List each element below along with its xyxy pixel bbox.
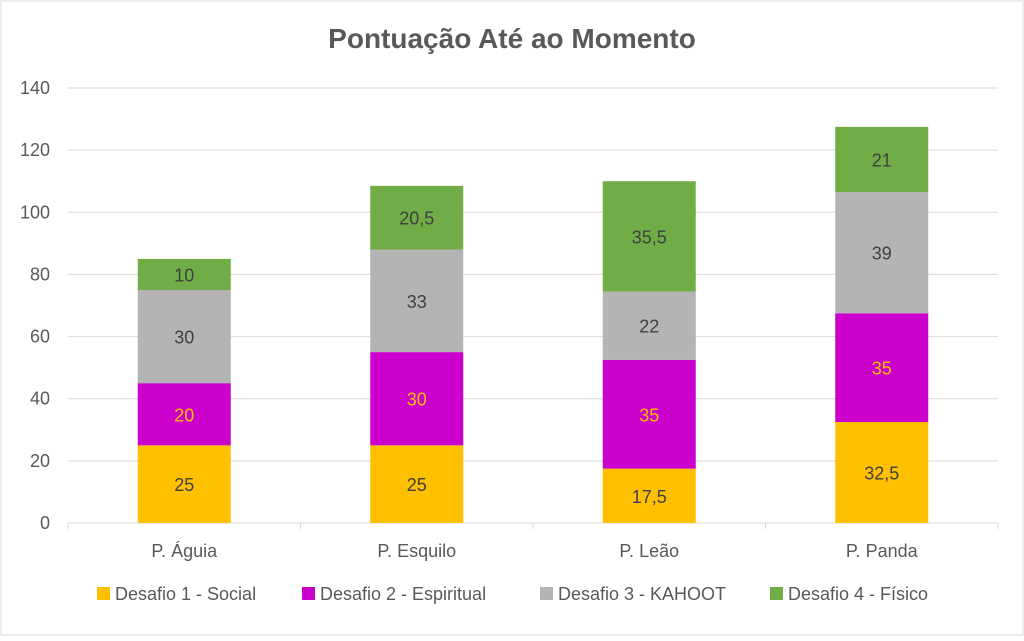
data-label: 10 <box>174 265 194 285</box>
data-label: 20 <box>174 405 194 425</box>
legend-label: Desafio 3 - KAHOOT <box>558 584 726 604</box>
chart-title: Pontuação Até ao Momento <box>328 23 696 54</box>
x-tick-label: P. Águia <box>151 541 218 561</box>
bars <box>137 126 929 523</box>
legend-swatch <box>97 587 110 600</box>
bar-segment <box>137 258 231 290</box>
data-label: 30 <box>174 328 194 348</box>
bar-segment <box>602 359 696 469</box>
y-tick-label: 20 <box>30 451 50 471</box>
bar-segment <box>370 249 464 353</box>
data-label: 20,5 <box>399 209 434 229</box>
y-tick-label: 80 <box>30 264 50 284</box>
y-tick-label: 140 <box>20 78 50 98</box>
legend-swatch <box>770 587 783 600</box>
data-label: 30 <box>407 390 427 410</box>
legend-label: Desafio 1 - Social <box>115 584 256 604</box>
data-label: 25 <box>174 475 194 495</box>
legend-swatch <box>302 587 315 600</box>
bar-segment <box>835 422 929 523</box>
bar-segment <box>137 445 231 523</box>
bar-segment <box>602 181 696 292</box>
bar-segment <box>137 289 231 384</box>
data-label: 22 <box>639 317 659 337</box>
bar-segment <box>835 192 929 314</box>
x-tick-label: P. Panda <box>846 541 919 561</box>
bar-segment <box>835 313 929 423</box>
bar-segment <box>370 352 464 446</box>
data-label: 35,5 <box>632 227 667 247</box>
data-label: 32,5 <box>864 464 899 484</box>
y-tick-label: 40 <box>30 389 50 409</box>
data-label: 35 <box>639 405 659 425</box>
x-axis-ticks: P. Águia P. Esquilo P. Leão P. Panda <box>151 541 918 561</box>
data-label: 35 <box>872 359 892 379</box>
y-tick-label: 0 <box>40 513 50 533</box>
data-labels: 25 20 30 10 25 30 33 20,5 17,5 35 22 35,5 32,5 35 39 21 <box>174 150 899 506</box>
legend-label: Desafio 2 - Espiritual <box>320 584 486 604</box>
legend-swatch <box>540 587 553 600</box>
y-tick-label: 100 <box>20 202 50 222</box>
x-tick-label: P. Leão <box>619 541 679 561</box>
y-axis-ticks: 0 20 40 60 80 100 120 140 <box>20 78 50 533</box>
bar-segment <box>602 468 696 523</box>
legend-label: Desafio 4 - Físico <box>788 584 928 604</box>
data-label: 39 <box>872 244 892 264</box>
data-label: 25 <box>407 475 427 495</box>
bar-segment <box>370 185 464 250</box>
bar-segment <box>370 445 464 523</box>
x-tick-label: P. Esquilo <box>377 541 456 561</box>
bar-segment <box>835 126 929 193</box>
data-label: 17,5 <box>632 487 667 507</box>
bar-segment <box>137 383 231 446</box>
data-label: 33 <box>407 292 427 312</box>
y-tick-label: 120 <box>20 140 50 160</box>
data-label: 21 <box>872 150 892 170</box>
bar-segment <box>602 291 696 360</box>
y-tick-label: 60 <box>30 327 50 347</box>
legend: Desafio 1 - Social Desafio 2 - Espiritual… <box>97 584 928 604</box>
